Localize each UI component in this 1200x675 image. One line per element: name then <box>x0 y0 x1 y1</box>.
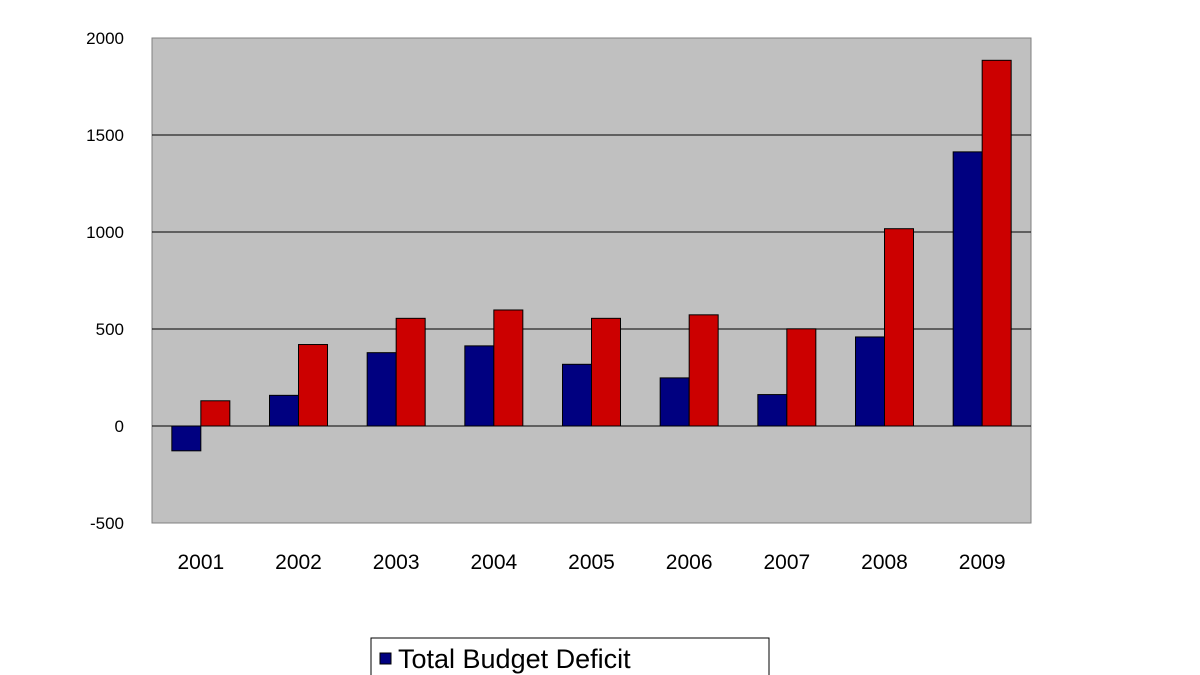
y-tick-label: 1000 <box>86 223 124 242</box>
legend-box <box>370 637 770 675</box>
bar-series-2-2005 <box>591 317 621 427</box>
bar-series-2-2004 <box>493 309 524 427</box>
y-tick-label: 500 <box>96 320 124 339</box>
bar-series-2-2008 <box>884 228 914 427</box>
x-tick-label: 2009 <box>959 551 1006 574</box>
bar-series-2-2009 <box>981 59 1012 427</box>
bar-total-budget-deficit-2008 <box>855 336 885 427</box>
bars <box>171 59 1012 452</box>
bar-series-2-2002 <box>298 344 328 427</box>
bar-total-budget-deficit-2007 <box>757 394 788 427</box>
x-tick-label: 2005 <box>568 551 615 574</box>
x-tick-label: 2003 <box>373 551 420 574</box>
bar-series-2-2003 <box>395 317 426 427</box>
bar-series-2-2001 <box>200 400 231 427</box>
x-tick-label: 2006 <box>666 551 713 574</box>
y-tick-label: 0 <box>115 417 124 436</box>
x-tick-label: 2008 <box>861 551 908 574</box>
y-tick-label: -500 <box>90 514 124 533</box>
bar-series-2-2006 <box>688 314 719 427</box>
x-tick-label: 2004 <box>470 551 517 574</box>
bar-total-budget-deficit-2004 <box>464 345 495 427</box>
x-tick-label: 2001 <box>177 551 224 574</box>
bar-series-2-2007 <box>786 328 817 427</box>
y-tick-label: 2000 <box>86 29 124 48</box>
y-tick-label: 1500 <box>86 126 124 145</box>
bar-total-budget-deficit-2001 <box>171 425 202 452</box>
y-axis-tick-labels: 2000 1500 1000 500 0 -500 <box>86 29 124 533</box>
x-tick-label: 2002 <box>275 551 322 574</box>
bar-total-budget-deficit-2009 <box>952 151 983 427</box>
legend-label-total-budget-deficit: Total Budget Deficit <box>398 644 631 674</box>
legend-swatch-total-budget-deficit <box>379 652 392 665</box>
bar-total-budget-deficit-2006 <box>659 377 690 427</box>
bar-total-budget-deficit-2002 <box>269 394 299 427</box>
bar-total-budget-deficit-2005 <box>562 363 592 427</box>
x-tick-label: 2007 <box>763 551 810 574</box>
x-axis-tick-labels: 2001 2002 2003 2004 2005 2006 2007 2008 2009 <box>177 551 1005 574</box>
bar-total-budget-deficit-2003 <box>366 352 397 427</box>
legend: Total Budget Deficit <box>370 637 770 675</box>
